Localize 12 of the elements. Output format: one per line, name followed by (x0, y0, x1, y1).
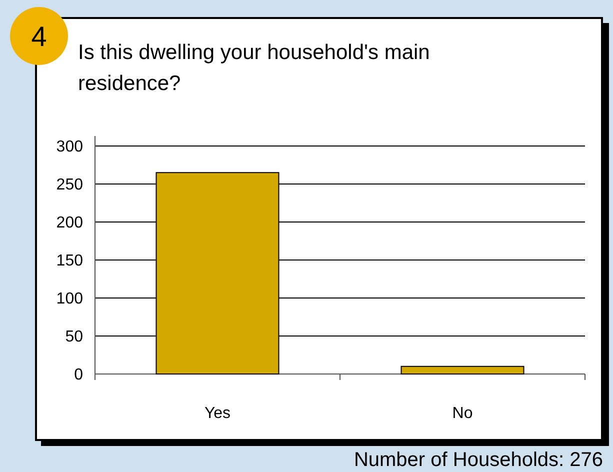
y-tick-label: 100 (56, 290, 84, 308)
y-tick-label: 150 (56, 252, 84, 270)
number-badge: 4 (10, 7, 68, 65)
y-tick-label: 300 (56, 138, 84, 156)
chart-title: Is this dwelling your household's main residence? (78, 41, 430, 95)
y-tick-label: 200 (56, 214, 84, 232)
x-tick-label: Yes (204, 405, 231, 422)
y-tick-label: 250 (56, 176, 84, 194)
text: Number of Households: 276 (354, 449, 603, 471)
y-tick-label: 50 (65, 328, 84, 346)
x-tick-label: No (452, 405, 473, 422)
y-tick-label: 0 (74, 366, 84, 384)
